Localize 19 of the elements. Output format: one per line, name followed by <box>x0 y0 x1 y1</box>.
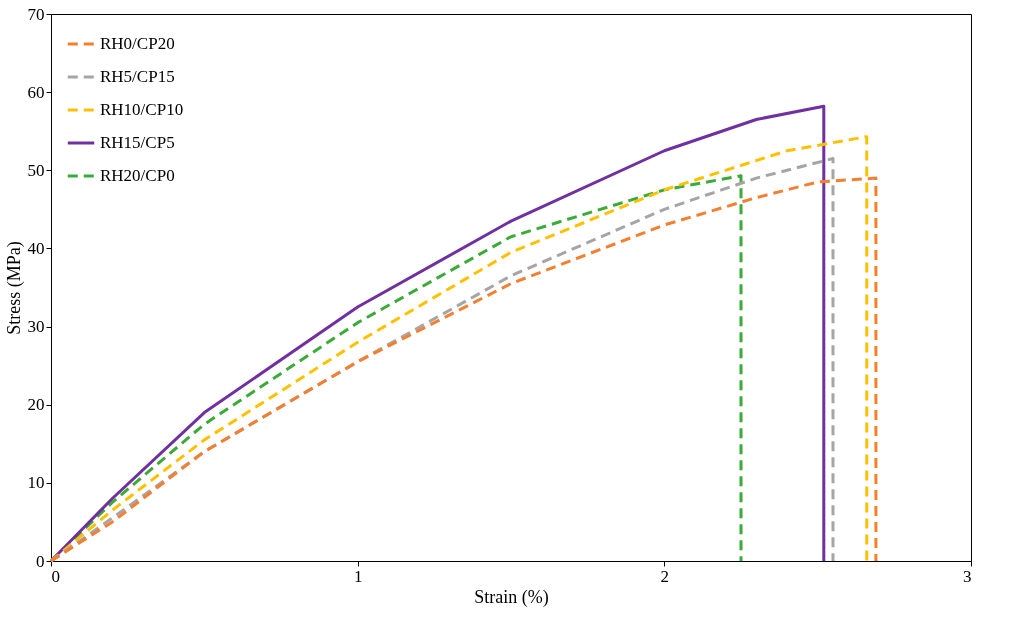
y-tick-label: 20 <box>27 395 45 415</box>
x-tick-label: 2 <box>660 566 670 586</box>
x-tick-label: 1 <box>353 566 363 586</box>
y-axis-title: Stress (MPa) <box>3 241 25 335</box>
y-tick-label: 10 <box>27 473 45 493</box>
y-tick-label: 0 <box>36 551 45 571</box>
legend-label: RH0/CP20 <box>100 34 175 53</box>
x-axis-title: Strain (%) <box>474 586 549 608</box>
legend-label: RH20/CP0 <box>100 166 175 185</box>
y-tick-label: 40 <box>27 238 45 258</box>
y-tick-label: 50 <box>27 160 45 180</box>
y-tick-label: 70 <box>27 4 45 24</box>
legend-label: RH5/CP15 <box>100 67 175 86</box>
x-tick-label: 3 <box>963 566 972 586</box>
legend-label: RH15/CP5 <box>100 133 175 152</box>
x-tick-label: 0 <box>51 566 60 586</box>
y-tick-label: 30 <box>27 317 45 337</box>
y-tick-label: 60 <box>27 82 45 102</box>
legend-label: RH10/CP10 <box>100 100 184 119</box>
